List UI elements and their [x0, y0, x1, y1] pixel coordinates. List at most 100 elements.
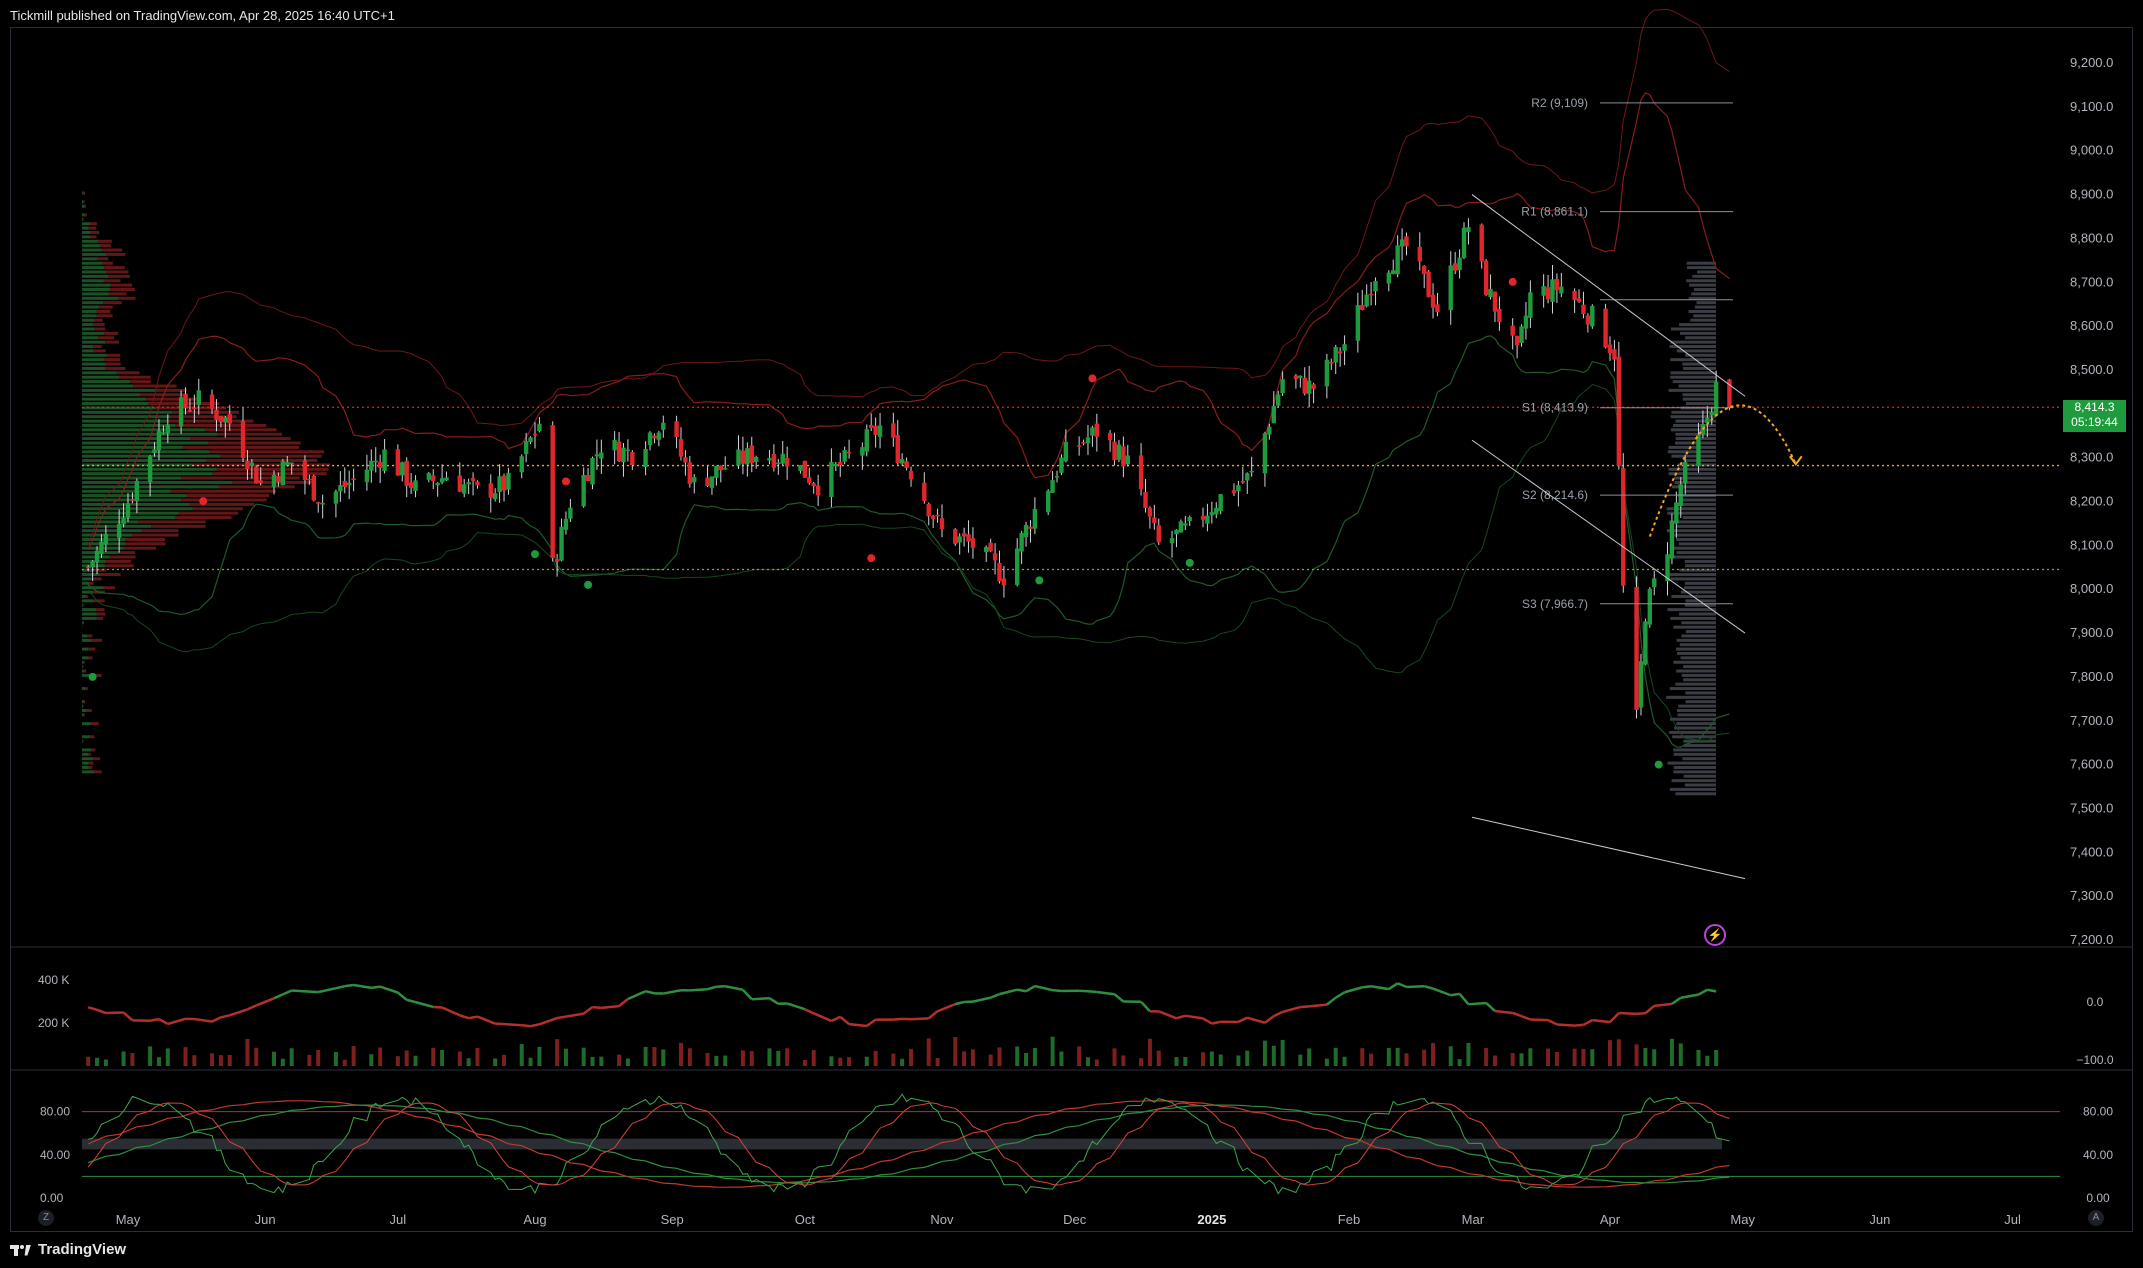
profile-bar-sell	[155, 388, 187, 392]
profile-bar-sell	[90, 735, 95, 739]
volume-bar	[661, 1049, 666, 1066]
profile-bar-right	[1674, 480, 1716, 484]
volume-bar	[1324, 1058, 1329, 1066]
profile-bar-buy	[82, 757, 93, 761]
profile-bar-right	[1682, 397, 1716, 401]
profile-bar-buy	[82, 191, 84, 195]
candle-body	[1603, 308, 1608, 348]
candle-body	[408, 482, 414, 489]
y-tick-label: 8,200.0	[2070, 494, 2113, 509]
volume-oscillator-segment	[521, 1023, 531, 1028]
candle-body	[280, 461, 286, 486]
candle-body	[1059, 457, 1064, 473]
candle-body	[1585, 315, 1591, 325]
volume-oscillator-segment	[1282, 1005, 1301, 1014]
candle-body	[705, 477, 710, 487]
profile-bar-buy	[82, 331, 105, 335]
profile-bar-buy	[82, 656, 89, 660]
profile-bar-buy	[82, 485, 220, 489]
profile-bar-buy	[82, 450, 210, 454]
profile-bar-right	[1676, 551, 1716, 555]
candle-body	[103, 533, 109, 545]
candle-body	[245, 460, 250, 470]
volume-bar	[988, 1054, 993, 1066]
volume-oscillator-segment	[601, 1004, 620, 1010]
candle-body	[1076, 445, 1082, 447]
profile-bar-buy	[82, 345, 93, 349]
profile-bar-sell	[217, 432, 283, 436]
candle-body	[1709, 412, 1714, 416]
profile-bar-right	[1670, 546, 1716, 550]
x-tick-label: Sep	[661, 1212, 684, 1227]
volume-oscillator-segment	[645, 989, 655, 995]
lightning-icon[interactable]: ⚡	[1704, 924, 1726, 946]
profile-bar-right	[1673, 476, 1716, 480]
candle-body	[85, 566, 91, 569]
profile-bar-right	[1672, 485, 1716, 489]
profile-bar-sell	[109, 288, 136, 292]
footer: TradingView	[10, 1241, 126, 1258]
candle-body	[369, 460, 374, 471]
profile-bar-buy	[82, 494, 187, 498]
volume-bar	[165, 1048, 170, 1066]
profile-bar-right	[1670, 375, 1716, 379]
volume-oscillator-segment	[1582, 1019, 1593, 1026]
profile-bar-buy	[82, 700, 85, 704]
volume-bar	[767, 1048, 772, 1066]
forecast-arrow	[1648, 404, 1803, 537]
candle-body	[771, 453, 777, 468]
profile-bar-sell	[172, 410, 239, 414]
volume-oscillator-segment	[742, 988, 753, 1001]
candle-body	[90, 561, 95, 568]
profile-bar-buy	[82, 340, 106, 344]
candle-body	[1461, 227, 1467, 258]
last-price-label: 8,414.3 05:19:44	[2063, 400, 2126, 432]
volume-oscillator-segment	[1521, 1014, 1531, 1021]
volume-oscillator-segment	[972, 996, 991, 1003]
profile-bar-right	[1682, 516, 1716, 520]
profile-bar-sell	[212, 472, 327, 476]
profile-bar-buy	[82, 704, 83, 708]
profile-bar-buy	[82, 301, 104, 305]
profile-bar-sell	[105, 564, 134, 568]
profile-bar-buy	[82, 309, 97, 313]
profile-bar-right	[1690, 318, 1716, 322]
volume-oscillator-segment	[149, 1017, 160, 1022]
candle-body	[585, 475, 591, 481]
volume-oscillator-segment	[1096, 990, 1115, 996]
volume-bar	[103, 1059, 108, 1066]
volume-bar	[1528, 1048, 1533, 1066]
profile-bar-right	[1686, 279, 1716, 283]
outer-upper-band	[87, 8, 1730, 545]
candle-body	[904, 461, 909, 468]
profile-bar-right	[1697, 270, 1716, 274]
y-tick-label: 7,400.0	[2070, 844, 2113, 859]
volume-bar	[502, 1054, 507, 1066]
zoom-corner-button[interactable]: Z	[38, 1210, 54, 1226]
auto-scale-button[interactable]: A	[2088, 1210, 2104, 1226]
volume-oscillator-segment	[1485, 1002, 1496, 1012]
volume-bar	[1094, 1059, 1099, 1066]
profile-bar-buy	[82, 599, 94, 603]
candle-body	[935, 514, 940, 517]
volume-bar	[289, 1048, 294, 1066]
profile-bar-buy	[82, 524, 152, 528]
candle-body	[462, 484, 467, 494]
volume-bar	[847, 1057, 852, 1066]
profile-bar-sell	[108, 292, 127, 296]
profile-bar-buy	[82, 406, 156, 410]
volume-bar	[590, 1056, 595, 1066]
volume-oscillator-segment	[1574, 1023, 1584, 1027]
stoch-y-tick-left: 0.00	[40, 1191, 64, 1205]
pivot-label: R1 (8,861.1)	[1521, 205, 1588, 219]
profile-bar-sell	[174, 516, 232, 520]
candle-body	[1107, 432, 1113, 441]
profile-bar-buy	[82, 480, 233, 484]
profile-bar-buy	[82, 279, 104, 283]
profile-bar-sell	[151, 524, 206, 528]
candle-body	[1231, 490, 1237, 494]
candle-body	[1236, 485, 1241, 492]
volume-bar	[1174, 1057, 1179, 1066]
volume-oscillator-segment	[1362, 985, 1372, 989]
